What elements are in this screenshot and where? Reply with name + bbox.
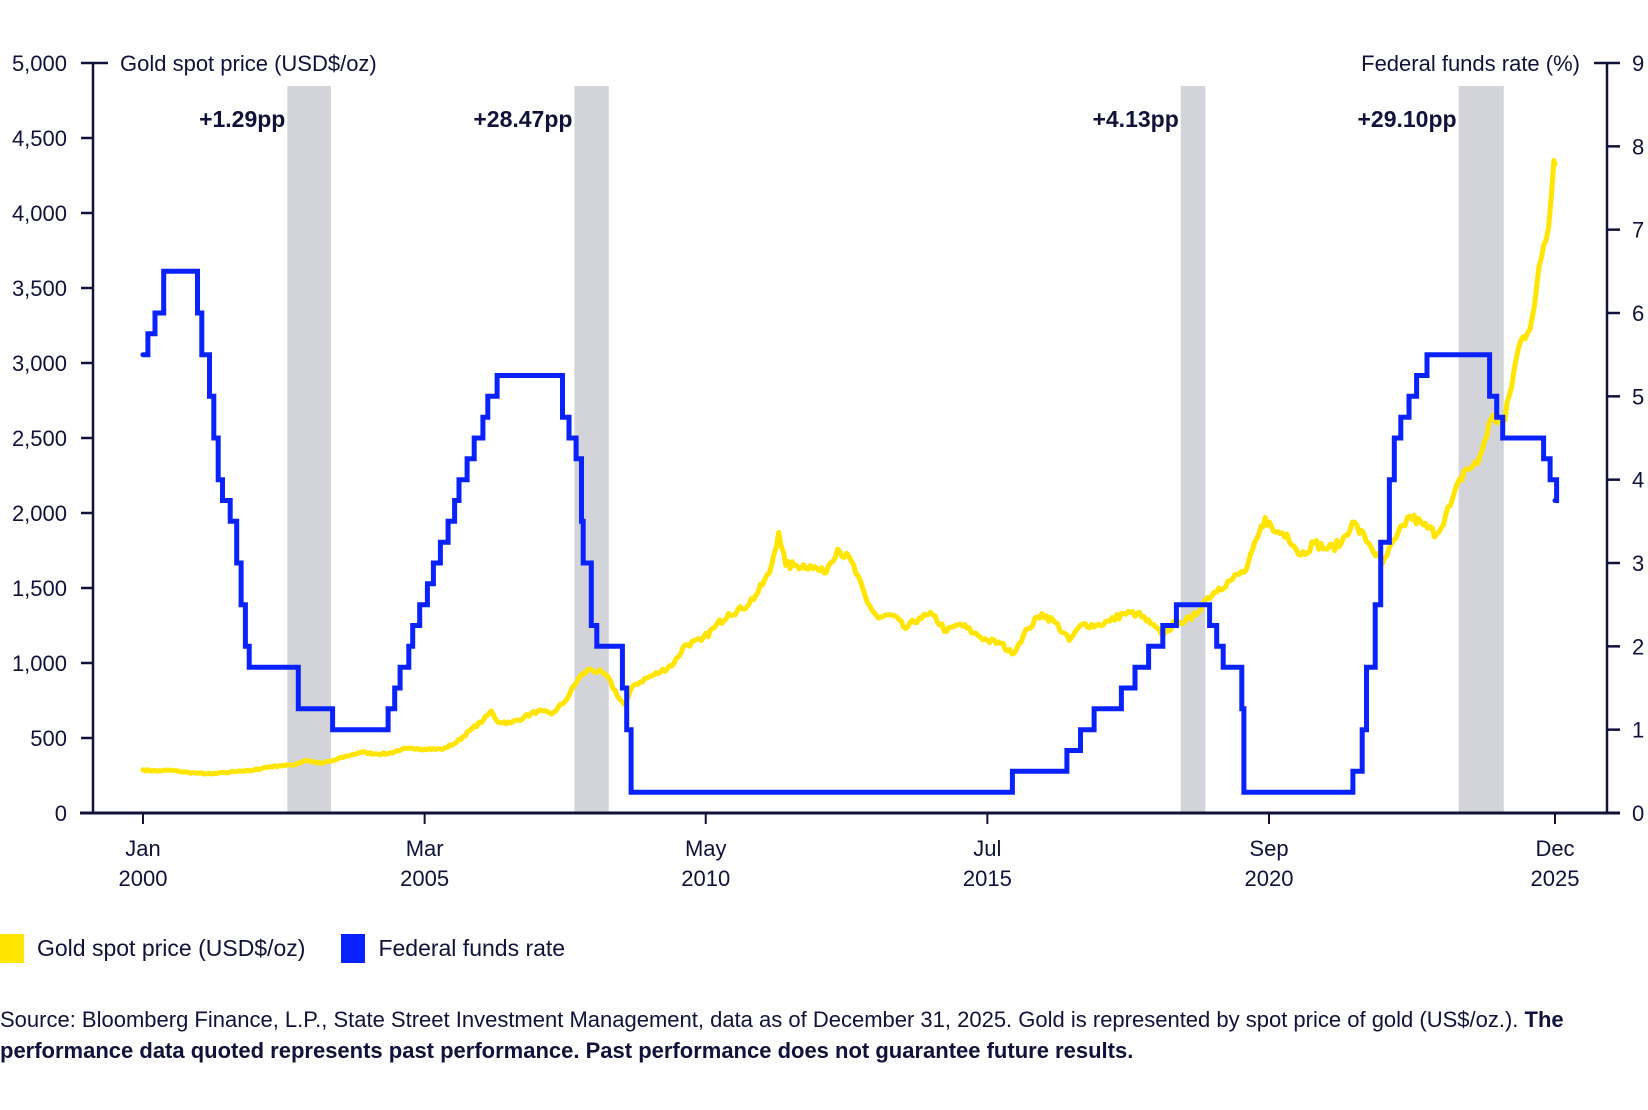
left-tick-label: 2,500 bbox=[12, 426, 67, 451]
right-tick-label: 9 bbox=[1632, 51, 1644, 76]
x-tick-label-month: Mar bbox=[406, 836, 444, 861]
left-tick-label: 4,500 bbox=[12, 126, 67, 151]
period-annotations: +1.29pp +28.47pp +4.13pp +29.10pp bbox=[199, 106, 1457, 132]
legend-label-fed-funds: Federal funds rate bbox=[378, 935, 566, 961]
source-text: Source: Bloomberg Finance, L.P., State S… bbox=[0, 1007, 1525, 1032]
x-tick-label-year: 2020 bbox=[1245, 866, 1294, 891]
x-tick-label-month: Jul bbox=[973, 836, 1001, 861]
shaded-periods bbox=[287, 86, 1504, 813]
period-annotation-0: +1.29pp bbox=[199, 106, 285, 132]
left-tick-label: 5,000 bbox=[12, 51, 67, 76]
axes: 0 500 1,000 1,500 2,000 2,500 3,000 3,500 4,000 4… bbox=[12, 51, 1644, 891]
left-tick-label: 1,000 bbox=[12, 651, 67, 676]
series-lines bbox=[140, 158, 1560, 795]
legend-swatch-gold bbox=[0, 934, 24, 963]
series-line-fed-funds bbox=[140, 268, 1560, 795]
shaded-period-1 bbox=[574, 86, 609, 813]
left-tick-label: 2,000 bbox=[12, 501, 67, 526]
x-tick-label-month: Sep bbox=[1249, 836, 1288, 861]
shaded-period-2 bbox=[1180, 86, 1206, 813]
right-tick-label: 4 bbox=[1632, 468, 1644, 493]
x-tick-label-month: Dec bbox=[1535, 836, 1574, 861]
right-tick-label: 0 bbox=[1632, 801, 1644, 826]
left-tick-label: 0 bbox=[55, 801, 67, 826]
right-tick-label: 6 bbox=[1632, 301, 1644, 326]
x-tick-label-year: 2010 bbox=[681, 866, 730, 891]
legend-label-gold: Gold spot price (USD$/oz) bbox=[37, 935, 306, 961]
x-tick-label-month: May bbox=[685, 836, 727, 861]
source-note: Source: Bloomberg Finance, L.P., State S… bbox=[0, 1004, 1648, 1066]
right-tick-label: 5 bbox=[1632, 384, 1644, 409]
disclaimer-text: The performance data quoted represents p… bbox=[0, 1007, 1564, 1063]
left-axis-title: Gold spot price (USD$/oz) bbox=[120, 51, 377, 76]
legend-item-gold: Gold spot price (USD$/oz) bbox=[0, 934, 305, 963]
right-tick-label: 3 bbox=[1632, 551, 1644, 576]
left-tick-label: 4,000 bbox=[12, 201, 67, 226]
x-tick-label-year: 2015 bbox=[963, 866, 1012, 891]
period-annotation-1: +28.47pp bbox=[473, 106, 572, 132]
period-annotation-2: +4.13pp bbox=[1092, 106, 1178, 132]
left-tick-label: 3,000 bbox=[12, 351, 67, 376]
right-axis-title: Federal funds rate (%) bbox=[1361, 51, 1580, 76]
series-line-gold bbox=[140, 158, 1558, 777]
legend-item-fed-funds: Federal funds rate bbox=[341, 934, 565, 963]
left-tick-label: 3,500 bbox=[12, 276, 67, 301]
right-tick-label: 1 bbox=[1632, 718, 1644, 743]
legend: Gold spot price (USD$/oz) Federal funds … bbox=[0, 934, 601, 963]
x-tick-label-year: 2000 bbox=[119, 866, 168, 891]
period-annotation-3: +29.10pp bbox=[1357, 106, 1456, 132]
chart: +1.29pp +28.47pp +4.13pp +29.10pp 0 500 1,000… bbox=[12, 51, 1644, 891]
shaded-period-0 bbox=[287, 86, 331, 813]
x-tick-label-year: 2025 bbox=[1531, 866, 1580, 891]
x-tick-label-month: Jan bbox=[125, 836, 160, 861]
left-tick-label: 500 bbox=[30, 726, 67, 751]
right-tick-label: 8 bbox=[1632, 134, 1644, 159]
x-tick-label-year: 2005 bbox=[400, 866, 449, 891]
left-tick-label: 1,500 bbox=[12, 576, 67, 601]
legend-swatch-fed-funds bbox=[341, 934, 366, 963]
right-tick-label: 2 bbox=[1632, 634, 1644, 659]
right-tick-label: 7 bbox=[1632, 218, 1644, 243]
